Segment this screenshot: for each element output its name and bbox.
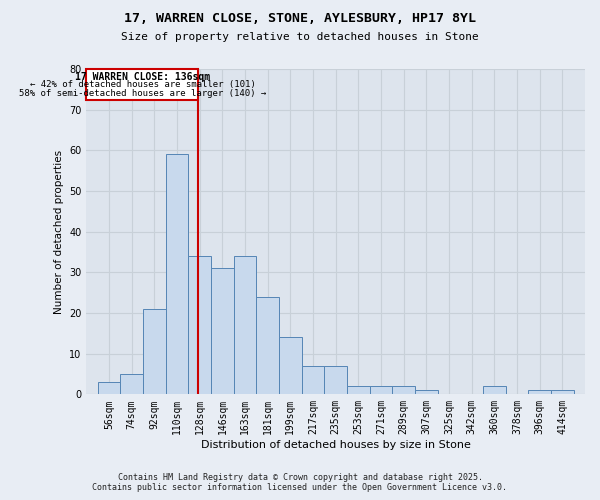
- Bar: [529, 390, 551, 394]
- Bar: [166, 154, 188, 394]
- Bar: [188, 256, 211, 394]
- Bar: [98, 382, 120, 394]
- Y-axis label: Number of detached properties: Number of detached properties: [53, 150, 64, 314]
- Text: ← 42% of detached houses are smaller (101): ← 42% of detached houses are smaller (10…: [29, 80, 255, 90]
- Bar: [143, 309, 166, 394]
- Bar: [279, 338, 302, 394]
- Bar: [256, 296, 279, 394]
- Text: 17, WARREN CLOSE, STONE, AYLESBURY, HP17 8YL: 17, WARREN CLOSE, STONE, AYLESBURY, HP17…: [124, 12, 476, 26]
- Bar: [234, 256, 256, 394]
- Bar: [551, 390, 574, 394]
- Text: Contains HM Land Registry data © Crown copyright and database right 2025.
Contai: Contains HM Land Registry data © Crown c…: [92, 473, 508, 492]
- Bar: [483, 386, 506, 394]
- Text: 58% of semi-detached houses are larger (140) →: 58% of semi-detached houses are larger (…: [19, 90, 266, 98]
- Bar: [347, 386, 370, 394]
- Bar: [370, 386, 392, 394]
- Bar: [415, 390, 437, 394]
- FancyBboxPatch shape: [86, 69, 199, 100]
- Bar: [121, 374, 143, 394]
- Bar: [211, 268, 233, 394]
- Bar: [302, 366, 324, 394]
- Bar: [325, 366, 347, 394]
- Text: Size of property relative to detached houses in Stone: Size of property relative to detached ho…: [121, 32, 479, 42]
- Text: 17 WARREN CLOSE: 136sqm: 17 WARREN CLOSE: 136sqm: [75, 72, 210, 82]
- X-axis label: Distribution of detached houses by size in Stone: Distribution of detached houses by size …: [201, 440, 470, 450]
- Bar: [392, 386, 415, 394]
